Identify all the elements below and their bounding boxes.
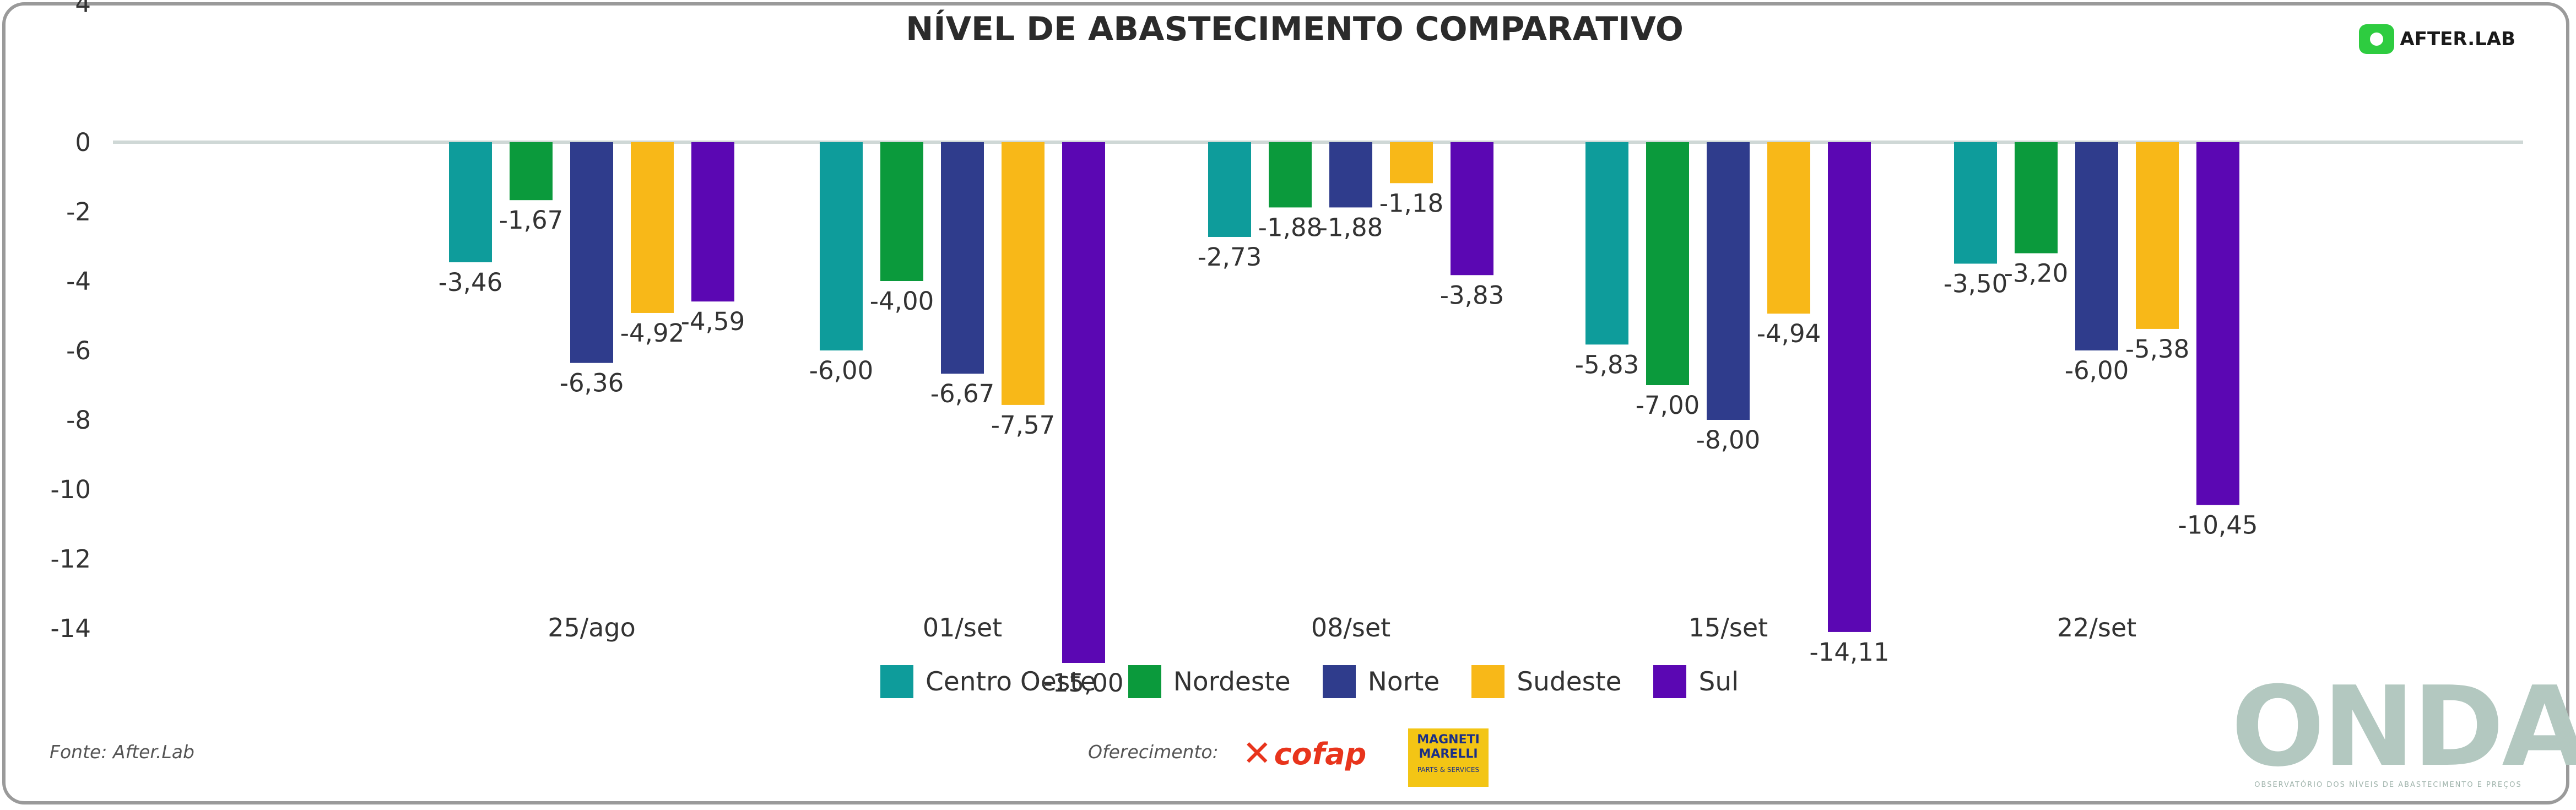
y-tick-label: -10 [51,475,91,504]
y-tick-label: 4 [75,0,91,18]
y-tick-label: -8 [66,406,91,435]
legend-swatch-centro-oeste [880,665,913,698]
data-label: -15,00 [1043,668,1123,698]
bar [510,142,553,201]
legend-swatch-nordeste [1128,665,1161,698]
marelli-sub: PARTS & SERVICES [1417,766,1480,774]
bar [2136,142,2179,329]
afterlab-logo-icon [2359,24,2395,54]
cofap-wordmark: cofap [1274,736,1367,771]
data-label: -6,67 [930,379,994,408]
data-label: -4,59 [681,307,745,336]
data-label: -7,00 [1636,391,1700,420]
sponsors-label: Oferecimento: [1088,741,1219,763]
data-label: -5,83 [1575,350,1639,379]
y-tick-label: -2 [66,197,91,226]
y-tick-label: -4 [66,267,91,296]
x-tick-label: 08/set [1311,613,1390,642]
bar [1451,142,1493,276]
legend-label-norte: Norte [1367,666,1440,697]
onda-watermark: ONDA OBSERVATÓRIO DOS NÍVEIS DE ABASTECI… [2231,663,2576,791]
marelli-line-2: MARELLI [1419,747,1478,761]
y-tick-label: -12 [51,544,91,574]
legend-item-nordeste: Nordeste [1128,665,1291,698]
bar [2075,142,2118,350]
bar [941,142,984,374]
legend-swatch-sul [1653,665,1687,698]
legend-item-centro-oeste: Centro Oeste [880,665,1096,698]
legend-item-norte: Norte [1322,665,1440,698]
legend-swatch-sudeste [1471,665,1505,698]
legend-label-sul: Sul [1698,666,1739,697]
source-note: Fonte: After.Lab [50,741,194,763]
onda-tagline: OBSERVATÓRIO DOS NÍVEIS DE ABASTECIMENTO… [2254,781,2522,789]
afterlab-logo: AFTER.LAB [2359,24,2515,54]
bar [880,142,923,281]
data-label: -4,92 [620,318,684,348]
x-tick-label: 15/set [1689,613,1768,642]
legend-item-sudeste: Sudeste [1471,665,1621,698]
data-label: -3,46 [439,268,502,297]
chart-legend: Centro Oeste Nordeste Norte Sudeste Sul [880,665,1771,698]
cofap-logo: ✕ cofap [1242,736,1366,771]
data-label: -1,88 [1258,213,1322,242]
bar [631,142,674,313]
data-label: -1,18 [1379,188,1443,218]
legend-swatch-norte [1322,665,1356,698]
data-label: -6,00 [2065,356,2129,385]
x-tick-label: 25/ago [548,613,636,642]
data-label: -3,50 [1944,269,2007,299]
legend-label-sudeste: Sudeste [1517,666,1622,697]
bar [570,142,613,363]
y-tick-label: -14 [51,614,91,643]
bar [1767,142,1810,314]
legend-label-centro-oeste: Centro Oeste [926,666,1096,697]
cofap-mark-icon: ✕ [1242,733,1272,774]
chart-title: NÍVEL DE ABASTECIMENTO COMPARATIVO [906,10,1684,48]
bar [1390,142,1433,183]
bar [2015,142,2058,253]
bar [1269,142,1312,208]
x-tick-label: 22/set [2057,613,2136,642]
bar [1828,142,1871,632]
marelli-line-1: MAGNETI [1417,733,1480,747]
magneti-marelli-logo: MAGNETI MARELLI PARTS & SERVICES [1408,728,1489,787]
data-label: -3,20 [2004,259,2068,288]
bar [691,142,734,302]
legend-item-sul: Sul [1653,665,1739,698]
bar [2196,142,2239,505]
bar [1208,142,1251,237]
onda-wordmark: ONDA [2231,663,2576,791]
data-label: -4,00 [870,287,934,316]
x-tick-label: 01/set [923,613,1002,642]
data-label: -3,83 [1440,280,1504,310]
bar [1707,142,1750,420]
bar [1646,142,1689,385]
legend-label-nordeste: Nordeste [1173,666,1291,697]
bar [1585,142,1628,345]
y-tick-label: -6 [66,336,91,365]
bar [820,142,863,350]
data-label: -2,73 [1198,242,1262,272]
afterlab-logo-text: AFTER.LAB [2400,28,2515,50]
data-label: -6,36 [560,369,624,398]
data-label: -10,45 [2178,510,2258,539]
data-label: -14,11 [1809,638,1889,667]
data-label: -1,67 [499,206,563,235]
data-label: -4,94 [1757,319,1821,348]
data-label: -8,00 [1696,425,1760,455]
y-tick-label: 0 [75,128,91,157]
data-label: -6,00 [809,356,873,385]
bar [1329,142,1372,208]
bar [1062,142,1105,663]
data-label: -7,57 [991,411,1055,440]
bar [449,142,492,262]
data-label: -5,38 [2125,334,2189,364]
bar [1002,142,1045,405]
data-label: -1,88 [1319,213,1383,242]
bar [1954,142,1997,264]
